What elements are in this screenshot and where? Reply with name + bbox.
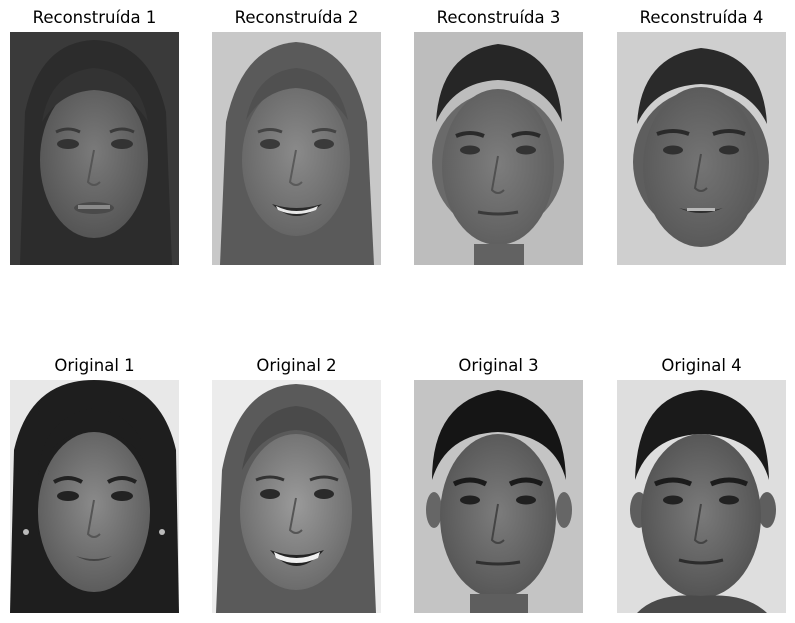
panel-title: Original 2 [256, 356, 337, 375]
panel-title: Original 4 [661, 356, 742, 375]
panel-title: Reconstruída 1 [32, 8, 157, 27]
face-image-reconstructed-3 [414, 32, 583, 265]
face-image-original-2 [212, 380, 381, 613]
face-image-reconstructed-2 [212, 32, 381, 265]
panel-title: Reconstruída 2 [234, 8, 359, 27]
face-image-reconstructed-4 [617, 32, 786, 265]
face-image-original-3 [414, 380, 583, 613]
panel-title: Original 3 [458, 356, 539, 375]
face-image-original-4 [617, 380, 786, 613]
panel-title: Original 1 [54, 356, 135, 375]
face-image-original-1 [10, 380, 179, 613]
panel-title: Reconstruída 3 [436, 8, 561, 27]
panel-title: Reconstruída 4 [639, 8, 764, 27]
face-image-reconstructed-1 [10, 32, 179, 265]
